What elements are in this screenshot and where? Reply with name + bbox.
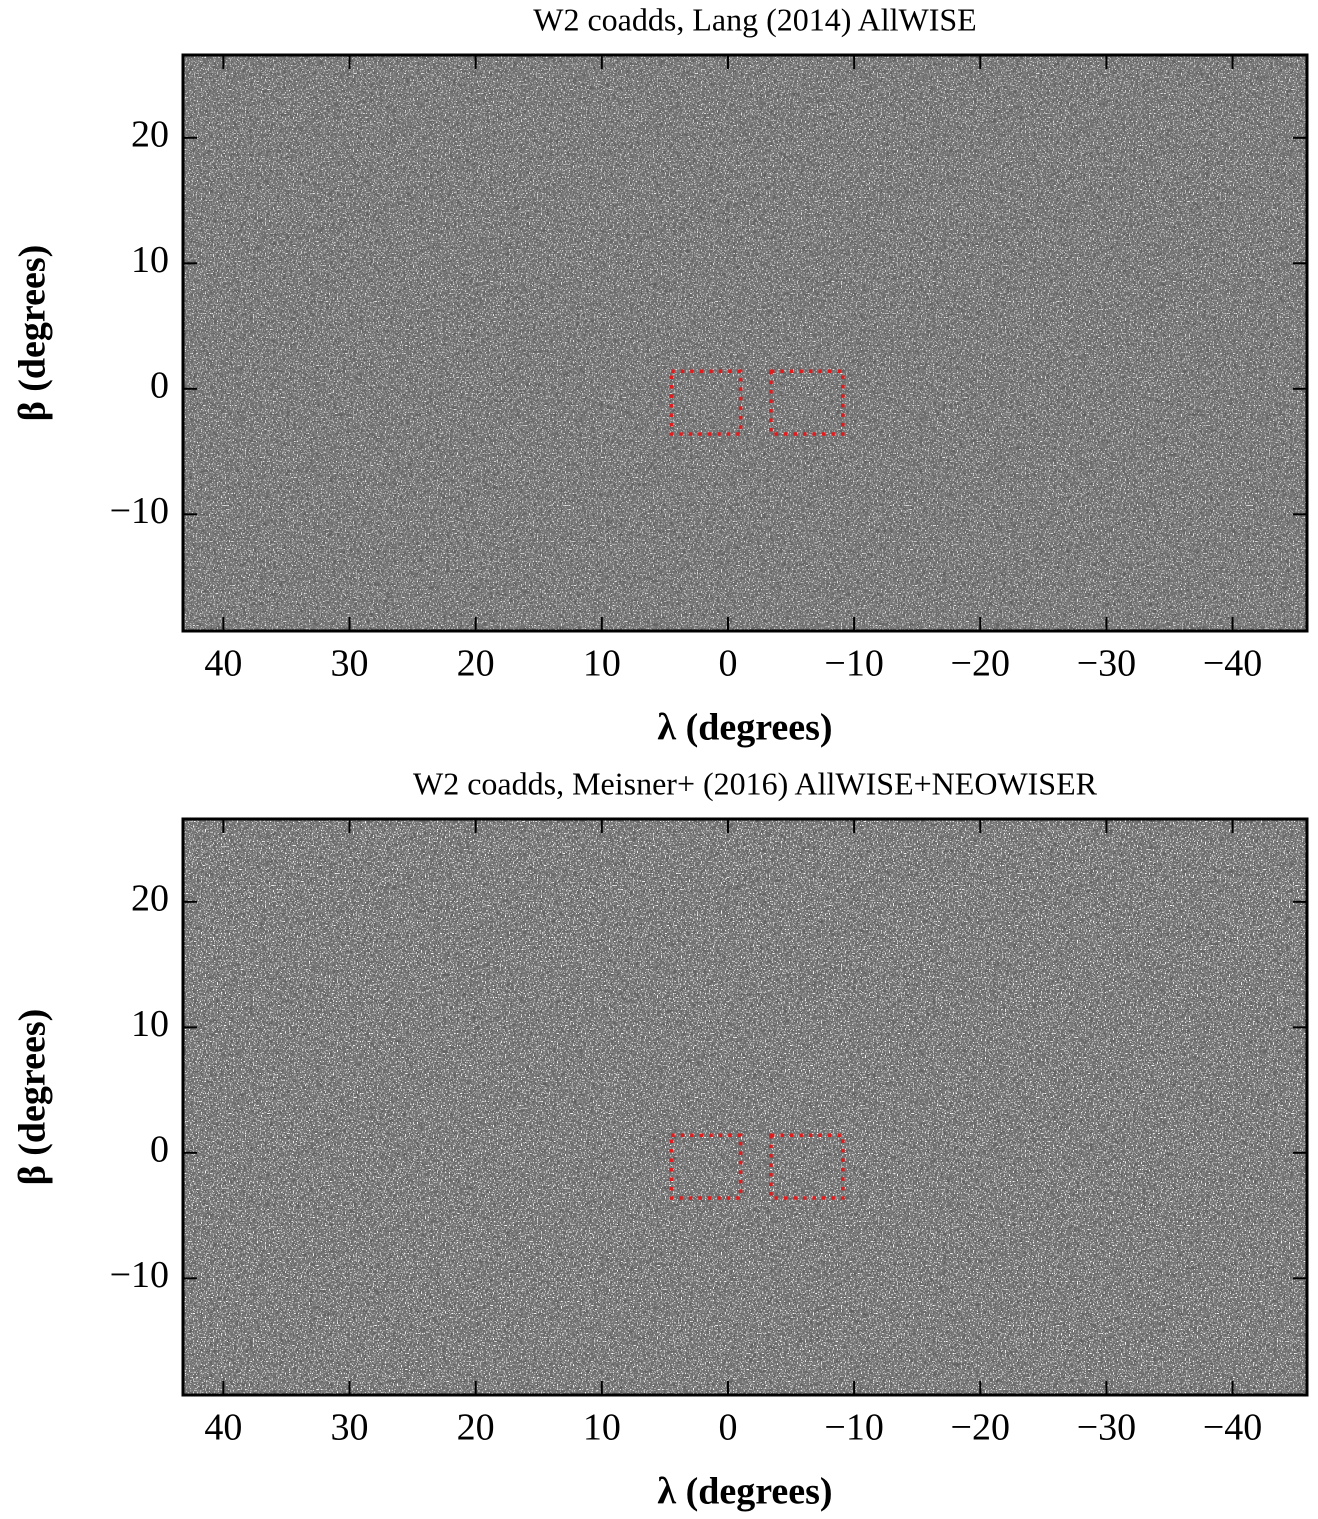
region-box — [769, 369, 845, 436]
panel: 40 30 20 10 0 −10 −20 −30 −40 −10 0 10 20 W2 coadds, … — [12, 765, 1309, 1513]
y-tick-label: 10 — [131, 239, 169, 281]
x-tick-label: 30 — [331, 643, 369, 685]
x-tick-label: 0 — [718, 1407, 737, 1449]
plot-frame — [181, 53, 1309, 633]
chart-title: W2 coadds, Meisner+ (2016) AllWISE+NEOWI… — [413, 765, 1098, 801]
panel: 40 30 20 10 0 −10 −20 −30 −40 −10 0 10 20 W2 coadds, … — [12, 1, 1309, 749]
image-speckle — [183, 819, 1307, 1395]
x-tick-label: 10 — [583, 643, 621, 685]
x-tick-label: −40 — [1203, 1407, 1262, 1449]
y-axis-label: β (degrees) — [12, 245, 54, 422]
plot-frame — [181, 817, 1309, 1397]
y-tick-label: 0 — [150, 1129, 169, 1171]
x-tick-label: −40 — [1203, 643, 1262, 685]
y-tick-label: 20 — [131, 878, 169, 920]
region-box — [769, 1133, 845, 1200]
y-tick-label: 10 — [131, 1003, 169, 1045]
x-tick-label: −20 — [951, 1407, 1010, 1449]
x-tick-label: 30 — [331, 1407, 369, 1449]
y-tick-label: 20 — [131, 114, 169, 156]
x-tick-label: 20 — [457, 1407, 495, 1449]
x-tick-label: 0 — [718, 643, 737, 685]
x-tick-label: −20 — [951, 643, 1010, 685]
x-axis-label: λ (degrees) — [657, 707, 832, 749]
x-tick-label: −30 — [1077, 643, 1136, 685]
x-tick-label: 20 — [457, 643, 495, 685]
x-tick-label: −30 — [1077, 1407, 1136, 1449]
y-axis-label: β (degrees) — [12, 1009, 54, 1186]
y-tick-label: −10 — [110, 1254, 169, 1296]
y-tick-label: −10 — [110, 490, 169, 532]
image-speckle — [183, 55, 1307, 631]
x-tick-label: 40 — [204, 1407, 242, 1449]
y-tick-label: 0 — [150, 365, 169, 407]
x-axis-label: λ (degrees) — [657, 1471, 832, 1513]
x-tick-label: −10 — [824, 1407, 883, 1449]
x-tick-label: 40 — [204, 643, 242, 685]
x-tick-label: −10 — [824, 643, 883, 685]
chart-title: W2 coadds, Lang (2014) AllWISE — [533, 1, 976, 37]
x-tick-label: 10 — [583, 1407, 621, 1449]
